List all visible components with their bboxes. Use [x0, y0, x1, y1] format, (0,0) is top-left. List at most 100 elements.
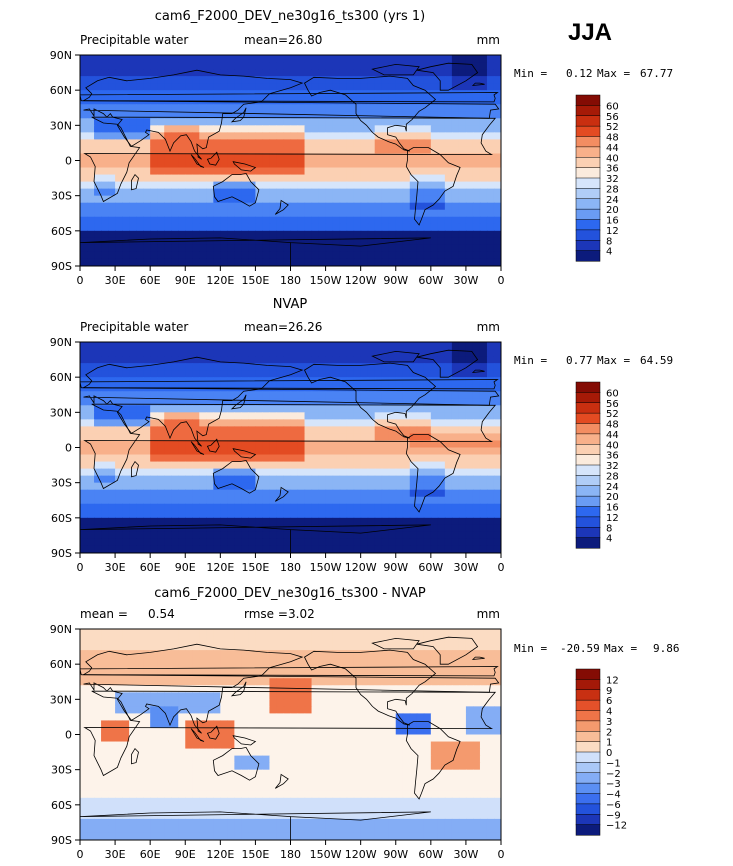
field-cell	[486, 349, 495, 357]
field-cell	[269, 755, 278, 764]
field-cell	[395, 503, 404, 512]
field-cell	[115, 55, 123, 63]
field-cell	[199, 545, 207, 553]
coastline	[80, 524, 431, 553]
field-cell	[346, 181, 355, 190]
field-cell	[136, 475, 144, 484]
field-cell	[220, 685, 228, 693]
field-cell	[157, 146, 165, 155]
field-cell	[206, 174, 214, 183]
field-cell	[255, 223, 264, 232]
field-cell	[304, 356, 313, 364]
max-value: 64.59	[640, 354, 673, 367]
field-cell	[346, 146, 355, 155]
field-cell	[108, 251, 116, 260]
field-cell	[451, 349, 460, 357]
field-cell	[472, 202, 481, 211]
field-cell	[143, 90, 151, 98]
field-cell	[430, 727, 439, 736]
field-cell	[304, 454, 313, 463]
field-cell	[465, 230, 474, 239]
field-cell	[87, 650, 95, 658]
field-cell	[80, 454, 88, 463]
field-cell	[304, 244, 313, 253]
field-cell	[276, 195, 285, 204]
field-cell	[283, 692, 292, 700]
field-cell	[437, 531, 446, 540]
field-cell	[199, 370, 207, 378]
field-cell	[311, 692, 320, 700]
field-cell	[283, 755, 292, 764]
field-cell	[234, 230, 242, 239]
field-cell	[143, 545, 151, 553]
field-cell	[444, 384, 453, 392]
field-cell	[479, 83, 488, 91]
field-cell	[472, 440, 481, 449]
field-cell	[234, 216, 242, 225]
field-cell	[458, 55, 467, 63]
field-cell	[234, 643, 242, 651]
field-cell	[472, 405, 481, 413]
field-cell	[297, 398, 306, 406]
field-cell	[444, 195, 453, 204]
field-cell	[80, 258, 88, 266]
field-cell	[276, 69, 285, 77]
field-cell	[416, 419, 425, 427]
field-cell	[171, 636, 179, 644]
field-cell	[199, 125, 207, 133]
field-cell	[234, 741, 242, 750]
field-cell	[360, 363, 369, 371]
field-cell	[486, 482, 495, 491]
field-cell	[311, 202, 320, 211]
field-cell	[374, 167, 383, 176]
field-cell	[353, 741, 362, 750]
field-cell	[80, 489, 88, 498]
field-cell	[129, 468, 137, 477]
field-cell	[465, 706, 474, 714]
field-cell	[486, 538, 495, 547]
field-cell	[178, 104, 186, 112]
field-cell	[297, 643, 306, 651]
field-cell	[451, 237, 460, 246]
field-cell	[108, 713, 116, 722]
field-cell	[192, 538, 200, 547]
field-cell	[472, 55, 481, 63]
field-cell	[213, 118, 221, 126]
field-cell	[276, 748, 285, 757]
field-cell	[129, 503, 137, 512]
field-cell	[367, 153, 376, 162]
field-cell	[129, 258, 137, 266]
field-cell	[108, 244, 116, 253]
field-cell	[283, 349, 292, 357]
field-cell	[430, 97, 439, 105]
field-cell	[136, 748, 144, 757]
field-cell	[290, 104, 299, 112]
field-cell	[269, 342, 278, 350]
field-cell	[402, 90, 411, 98]
field-cell	[199, 510, 207, 519]
field-cell	[444, 636, 453, 644]
field-cell	[367, 55, 376, 63]
field-cell	[262, 636, 271, 644]
field-cell	[150, 69, 158, 77]
field-cell	[346, 55, 355, 63]
field-cell	[269, 111, 278, 119]
colorbar-box	[575, 229, 601, 241]
field-cell	[318, 125, 327, 133]
field-cell	[451, 454, 460, 463]
field-cell	[199, 468, 207, 477]
field-cell	[346, 426, 355, 435]
field-cell	[185, 454, 193, 463]
field-cell	[192, 482, 200, 491]
field-cell	[353, 174, 362, 183]
field-cell	[178, 657, 186, 665]
field-cell	[262, 118, 271, 126]
field-cell	[276, 503, 285, 512]
field-cell	[255, 237, 264, 246]
field-cell	[472, 496, 481, 505]
field-cell	[339, 720, 348, 729]
field-cell	[136, 195, 144, 204]
field-cell	[185, 405, 193, 413]
field-cell	[325, 370, 334, 378]
field-cell	[395, 188, 404, 197]
